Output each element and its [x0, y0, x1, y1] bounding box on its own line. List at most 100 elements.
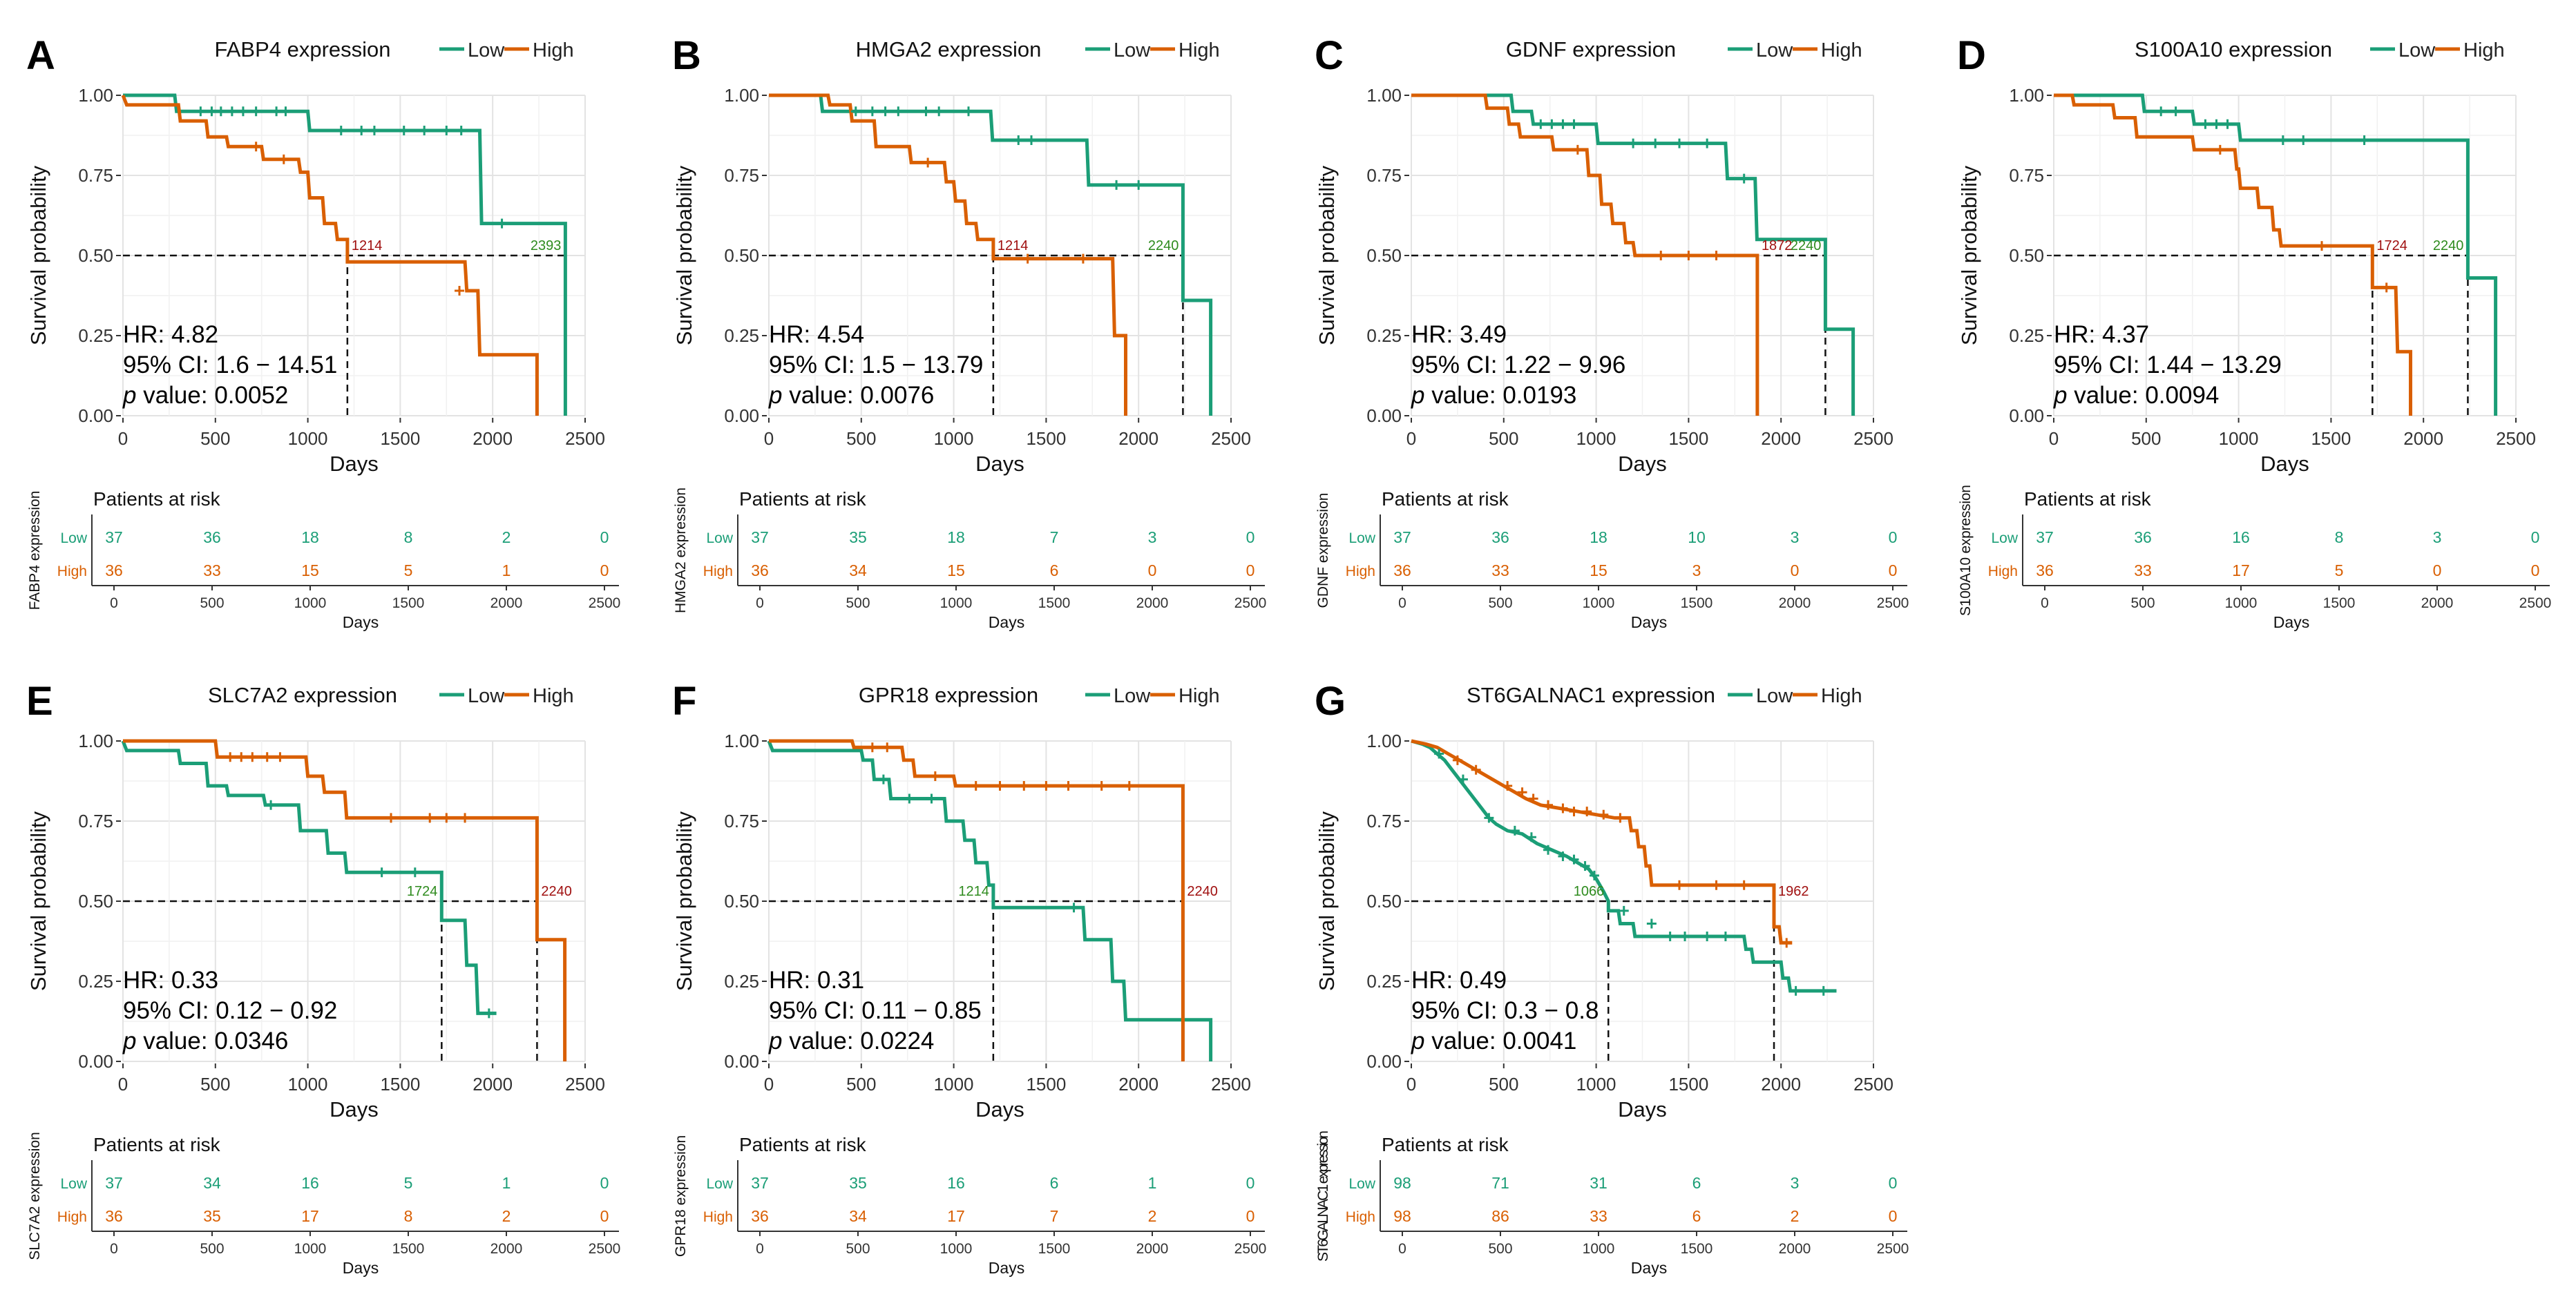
- median-low-label: 1066: [1574, 884, 1605, 899]
- y-axis-title: Survival probability: [1315, 165, 1339, 345]
- risk-high-count: 6: [1050, 561, 1059, 579]
- risk-x-tick-label: 0: [1398, 1241, 1406, 1257]
- high-censor-mark: [1558, 803, 1568, 813]
- low-censor-mark: [867, 106, 877, 117]
- risk-low-count: 36: [203, 528, 221, 546]
- low-censor-mark: [2211, 119, 2222, 129]
- risk-x-tick-label: 500: [1488, 1241, 1512, 1257]
- panel-title: GPR18 expression: [859, 683, 1038, 707]
- high-censor-mark: [225, 752, 236, 762]
- risk-table-title: Patients at risk: [93, 488, 221, 510]
- x-tick-label: 500: [846, 428, 876, 449]
- low-censor-mark: [399, 126, 409, 136]
- risk-high-count: 36: [2036, 561, 2054, 579]
- median-low-label: 2240: [2433, 238, 2464, 253]
- risk-row-label-low: Low: [1348, 530, 1375, 546]
- low-censor-mark: [484, 1008, 494, 1019]
- low-censor-mark: [2170, 106, 2181, 117]
- hr-value: 0.31: [817, 967, 864, 994]
- risk-low-count: 16: [947, 1174, 965, 1192]
- p-value-text: p value: 0.0224: [768, 1028, 934, 1054]
- legend-low-label: Low: [1756, 685, 1793, 707]
- risk-row-label-low: Low: [706, 530, 733, 546]
- hr-text: HR: 4.37: [2054, 321, 2149, 348]
- high-censor-mark: [1739, 880, 1749, 890]
- risk-high-count: 36: [105, 1207, 123, 1225]
- risk-high-count: 15: [301, 561, 319, 579]
- low-censor-mark: [1628, 138, 1639, 148]
- y-tick-label: 0.25: [1366, 325, 1402, 346]
- high-censor-mark: [1528, 793, 1538, 804]
- y-tick-label: 0.00: [78, 1051, 113, 1072]
- risk-high-count: 2: [1148, 1207, 1157, 1225]
- x-tick-label: 1500: [1026, 1074, 1066, 1095]
- panel-c: C GDNF expression Low High 0.00 0.25 0.50 0.75 1…: [1315, 33, 1909, 631]
- ci-value: 0.3 − 0.8: [1504, 997, 1599, 1024]
- risk-high-count: 36: [751, 1207, 769, 1225]
- low-censor-mark: [441, 126, 452, 136]
- risk-x-axis-title: Days: [989, 1259, 1024, 1277]
- risk-high-count: 33: [1590, 1207, 1607, 1225]
- p-suffix: value:: [136, 382, 214, 409]
- x-tick-label: 0: [1406, 1074, 1416, 1095]
- risk-low-count: 0: [1889, 528, 1898, 546]
- low-censor-mark: [926, 793, 937, 804]
- p-value: 0.0224: [860, 1028, 934, 1054]
- high-survival-curve: [2054, 93, 2412, 416]
- hr-text: HR: 3.49: [1411, 321, 1507, 348]
- high-censor-mark: [930, 771, 940, 782]
- low-censor-mark: [1069, 903, 1079, 913]
- legend-high-label: High: [1179, 685, 1220, 707]
- risk-low-count: 37: [105, 528, 123, 546]
- panel-letter: F: [672, 679, 696, 724]
- risk-table: Patients at risk Low High 37 35 16 6 1 0 36 34 17 7 2…: [673, 1134, 1266, 1277]
- x-tick-label: 500: [200, 428, 230, 449]
- y-tick-label: 0.25: [724, 325, 759, 346]
- high-censor-mark: [275, 752, 285, 762]
- risk-x-tick-label: 1000: [1583, 595, 1615, 611]
- high-censor-mark: [1615, 813, 1625, 823]
- low-censor-mark: [964, 106, 974, 117]
- risk-low-count: 0: [1246, 528, 1255, 546]
- hr-prefix: HR:: [123, 967, 171, 994]
- risk-table-title: Patients at risk: [739, 488, 867, 510]
- low-censor-mark: [195, 106, 206, 117]
- high-censor-mark: [1599, 809, 1609, 820]
- high-censor-mark: [386, 813, 397, 823]
- legend-high-label: High: [1821, 685, 1862, 707]
- y-tick-label: 0.00: [724, 405, 759, 426]
- risk-high-count: 36: [751, 561, 769, 579]
- y-tick-label: 0.75: [724, 811, 759, 831]
- low-survival-curve: [1411, 739, 1837, 993]
- x-tick-label: 2000: [1761, 428, 1801, 449]
- risk-high-count: 0: [1791, 561, 1800, 579]
- risk-x-tick-label: 1500: [392, 1241, 425, 1257]
- risk-high-count: 34: [849, 561, 867, 579]
- ci-value: 1.6 − 14.51: [216, 351, 337, 378]
- high-censor-mark: [236, 752, 247, 762]
- risk-low-count: 1: [1148, 1174, 1157, 1192]
- ci-prefix: 95% CI:: [123, 351, 216, 378]
- x-tick-label: 500: [2131, 428, 2161, 449]
- high-censor-mark: [1782, 938, 1792, 948]
- y-tick-label: 0.50: [1366, 245, 1402, 266]
- panel-b: B HMGA2 expression Low High 0.00 0.25 0.50 0.75…: [672, 33, 1266, 631]
- risk-table: Patients at risk Low High 37 35 18 7 3 0 36 34 15 6 0…: [673, 488, 1266, 631]
- low-censor-mark: [336, 126, 346, 136]
- y-tick-label: 0.50: [78, 891, 113, 912]
- high-censor-mark: [2215, 144, 2225, 155]
- risk-low-count: 2: [502, 528, 511, 546]
- low-censor-mark: [266, 800, 276, 810]
- gridlines: [1411, 740, 1874, 1062]
- risk-low-count: 35: [849, 528, 867, 546]
- high-censor-mark: [455, 286, 465, 296]
- risk-table: Patients at risk Low High 37 36 18 10 3 0 36 33 15 3…: [1315, 488, 1909, 631]
- hr-text: HR: 4.82: [123, 321, 218, 348]
- p-suffix: value:: [136, 1028, 214, 1054]
- risk-low-count: 3: [2433, 528, 2442, 546]
- risk-y-axis-title: ST6GALNAC1 expression: [1315, 1130, 1331, 1262]
- x-tick-label: 2500: [1853, 428, 1893, 449]
- risk-x-tick-label: 0: [110, 1241, 118, 1257]
- p-value-text: p value: 0.0052: [122, 382, 288, 409]
- risk-high-count: 5: [2335, 561, 2344, 579]
